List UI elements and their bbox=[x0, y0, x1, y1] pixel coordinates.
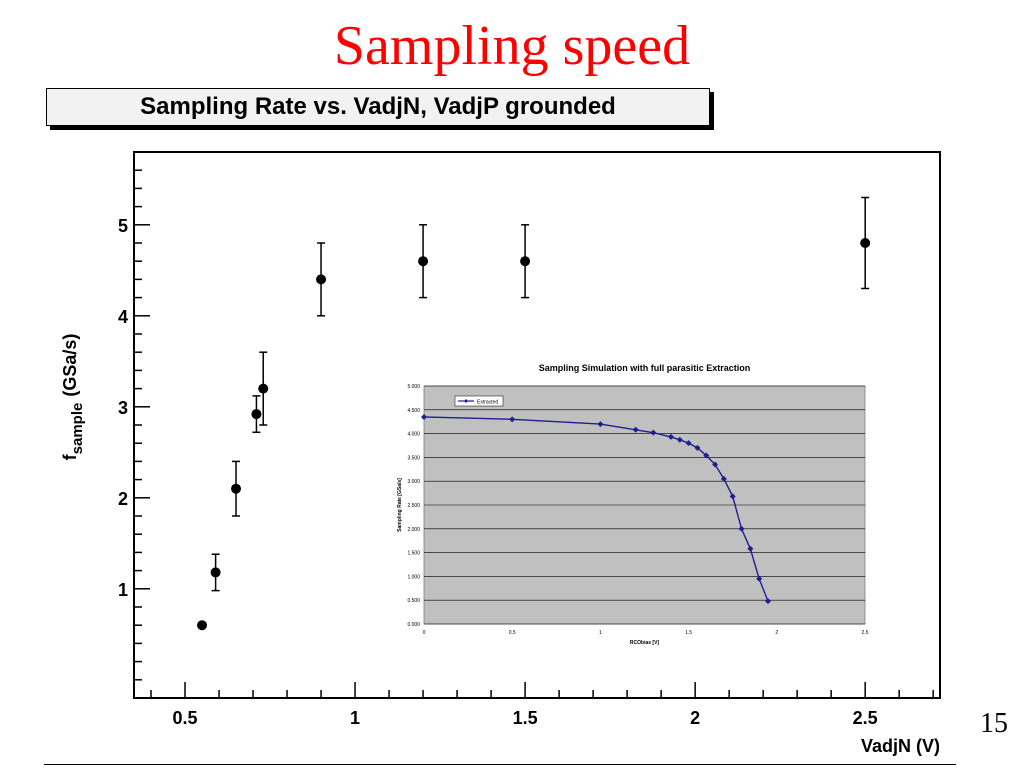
y-tick-label: 2 bbox=[118, 489, 128, 509]
chart-title-box: Sampling Rate vs. VadjN, VadjP grounded bbox=[46, 88, 710, 126]
data-point bbox=[210, 567, 221, 578]
inset-y-tick-label: 1.000 bbox=[407, 574, 420, 580]
data-point bbox=[251, 409, 262, 420]
data-point bbox=[520, 256, 531, 267]
inset-legend-marker bbox=[464, 399, 468, 403]
data-point bbox=[316, 274, 327, 285]
inset-data-point bbox=[738, 525, 745, 532]
y-tick-label: 5 bbox=[118, 216, 128, 236]
footer-line bbox=[44, 764, 956, 765]
inset-data-point bbox=[764, 598, 771, 605]
inset-plot: Sampling Simulation with full parasitic … bbox=[372, 356, 886, 652]
slide-title: Sampling speed bbox=[333, 15, 691, 77]
inset-x-tick-label: 1.5 bbox=[685, 630, 692, 636]
inset-data-point bbox=[650, 429, 657, 436]
chart-title: Sampling Rate vs. VadjN, VadjP grounded bbox=[140, 93, 616, 120]
y-axis-label: fsample (GSa/s) bbox=[60, 334, 86, 461]
inset-x-axis-label: RCObias [V] bbox=[630, 640, 660, 646]
inset-y-tick-label: 3.500 bbox=[407, 455, 420, 461]
inset-y-tick-label: 2.500 bbox=[407, 503, 420, 509]
y-axis-label-unit: (GSa/s) bbox=[60, 334, 80, 397]
inset-data-point bbox=[729, 493, 736, 500]
inset-data-point bbox=[421, 413, 427, 420]
inset-legend-label: Extracted bbox=[477, 400, 498, 406]
inset-data-point bbox=[632, 426, 639, 433]
data-point bbox=[197, 620, 208, 631]
inset-data-point bbox=[597, 421, 604, 428]
inset-y-tick-label: 5.000 bbox=[407, 384, 420, 390]
inset-data-point bbox=[676, 436, 683, 443]
inset-legend-box bbox=[454, 395, 504, 407]
inset-x-tick-label: 2 bbox=[775, 630, 778, 636]
inset-y-tick-label: 4.500 bbox=[407, 408, 420, 414]
inset-data-point bbox=[667, 433, 674, 440]
inset-y-tick-label: 0.500 bbox=[407, 598, 420, 604]
inset-x-tick-label: 2.5 bbox=[862, 630, 869, 636]
inset-data-point bbox=[756, 575, 763, 582]
page-number: 15 bbox=[980, 708, 1008, 739]
inset-data-point bbox=[703, 452, 710, 459]
inset-y-axis-label: Sampling Rate [GSa/s] bbox=[397, 478, 403, 532]
x-tick-label: 2 bbox=[690, 708, 700, 728]
inset-title: Sampling Simulation with full parasitic … bbox=[539, 363, 751, 373]
inset-y-tick-label: 3.000 bbox=[407, 479, 420, 485]
inset-data-point bbox=[712, 461, 719, 468]
y-axis-label-main: f bbox=[60, 453, 80, 460]
x-axis-label: VadjN (V) bbox=[861, 736, 940, 756]
x-tick-label: 1 bbox=[350, 708, 360, 728]
inset-x-tick-label: 1 bbox=[599, 630, 602, 636]
inset-data-point bbox=[747, 545, 754, 552]
data-point bbox=[418, 256, 429, 267]
data-point bbox=[231, 483, 242, 494]
x-tick-label: 0.5 bbox=[172, 708, 197, 728]
inset-x-tick-label: 0.5 bbox=[509, 630, 516, 636]
inset-data-point bbox=[694, 444, 701, 451]
y-tick-label: 4 bbox=[118, 307, 128, 327]
inset-y-tick-label: 1.500 bbox=[407, 551, 420, 557]
data-point bbox=[860, 238, 871, 248]
data-point bbox=[258, 383, 269, 394]
y-axis-label-subscript: sample bbox=[69, 403, 86, 455]
inset-x-tick-label: 0 bbox=[423, 630, 426, 636]
inset-y-tick-label: 2.000 bbox=[407, 527, 420, 533]
y-tick-label: 1 bbox=[118, 580, 128, 600]
inset-y-tick-label: 0.000 bbox=[407, 622, 420, 628]
inset-data-point bbox=[685, 440, 692, 447]
y-tick-label: 3 bbox=[118, 398, 128, 418]
x-tick-label: 1.5 bbox=[513, 708, 538, 728]
inset-data-point bbox=[720, 475, 727, 482]
x-tick-label: 2.5 bbox=[853, 708, 878, 728]
inset-y-tick-label: 4.000 bbox=[407, 432, 420, 438]
inset-data-point bbox=[509, 416, 516, 423]
